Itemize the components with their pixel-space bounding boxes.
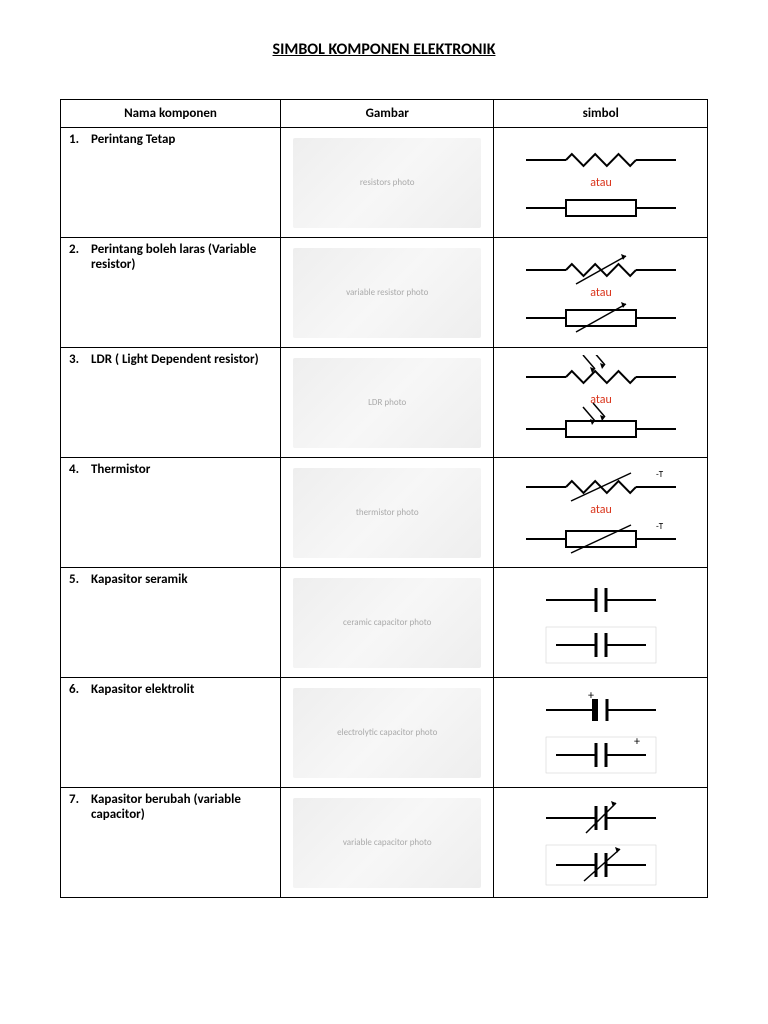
component-photo: electrolytic capacitor photo bbox=[293, 688, 481, 778]
svg-text:-T: -T bbox=[656, 469, 664, 480]
ldr-symbol: atau bbox=[516, 355, 686, 450]
component-name: Kapasitor berubah (variable capacitor) bbox=[91, 792, 272, 822]
table-row: 6. Kapasitor elektrolit electrolytic cap… bbox=[61, 678, 708, 788]
component-image-cell: thermistor photo bbox=[280, 458, 494, 568]
component-symbol-cell: atau bbox=[494, 348, 708, 458]
component-image-cell: LDR photo bbox=[280, 348, 494, 458]
component-symbol-cell: + + bbox=[494, 678, 708, 788]
component-name-cell: 7. Kapasitor berubah (variable capacitor… bbox=[61, 788, 281, 898]
capacitor-polar-symbol: + + bbox=[516, 685, 686, 780]
component-name: Thermistor bbox=[91, 462, 150, 477]
component-symbol-cell: atau bbox=[494, 128, 708, 238]
svg-text:-T: -T bbox=[656, 521, 664, 532]
header-name: Nama komponen bbox=[61, 100, 281, 128]
page-title: SIMBOL KOMPONEN ELEKTRONIK bbox=[60, 40, 708, 59]
row-number: 7. bbox=[69, 792, 85, 822]
components-table: Nama komponen Gambar simbol 1. Perintang… bbox=[60, 99, 708, 898]
component-symbol-cell bbox=[494, 568, 708, 678]
svg-text:atau: atau bbox=[590, 503, 612, 517]
component-name: LDR ( Light Dependent resistor) bbox=[91, 352, 259, 367]
component-name-cell: 4. Thermistor bbox=[61, 458, 281, 568]
component-name: Perintang Tetap bbox=[91, 132, 175, 147]
header-symbol: simbol bbox=[494, 100, 708, 128]
svg-text:atau: atau bbox=[590, 393, 612, 407]
component-name-cell: 1. Perintang Tetap bbox=[61, 128, 281, 238]
component-image-cell: variable capacitor photo bbox=[280, 788, 494, 898]
thermistor-symbol: -T atau -T bbox=[516, 465, 686, 560]
component-name: Perintang boleh laras (Variable resistor… bbox=[91, 242, 272, 272]
component-symbol-cell: -T atau -T bbox=[494, 458, 708, 568]
component-symbol-cell: atau bbox=[494, 238, 708, 348]
component-name-cell: 2. Perintang boleh laras (Variable resis… bbox=[61, 238, 281, 348]
table-row: 4. Thermistor thermistor photo -T atau -… bbox=[61, 458, 708, 568]
svg-text:atau: atau bbox=[590, 286, 612, 300]
component-photo: variable capacitor photo bbox=[293, 798, 481, 888]
row-number: 4. bbox=[69, 462, 85, 477]
capacitor-variable-symbol bbox=[516, 793, 686, 893]
resistor-variable-symbol: atau bbox=[516, 248, 686, 338]
table-row: 1. Perintang Tetap resistors photo atau bbox=[61, 128, 708, 238]
svg-text:atau: atau bbox=[590, 176, 612, 190]
table-row: 5. Kapasitor seramik ceramic capacitor p… bbox=[61, 568, 708, 678]
component-photo: ceramic capacitor photo bbox=[293, 578, 481, 668]
component-image-cell: variable resistor photo bbox=[280, 238, 494, 348]
capacitor-nonpolar-symbol bbox=[516, 575, 686, 670]
row-number: 1. bbox=[69, 132, 85, 147]
table-row: 3. LDR ( Light Dependent resistor) LDR p… bbox=[61, 348, 708, 458]
component-name-cell: 3. LDR ( Light Dependent resistor) bbox=[61, 348, 281, 458]
header-image: Gambar bbox=[280, 100, 494, 128]
component-photo: variable resistor photo bbox=[293, 248, 481, 338]
component-name: Kapasitor seramik bbox=[91, 572, 188, 587]
svg-text:+: + bbox=[634, 735, 640, 749]
component-image-cell: ceramic capacitor photo bbox=[280, 568, 494, 678]
row-number: 5. bbox=[69, 572, 85, 587]
row-number: 3. bbox=[69, 352, 85, 367]
component-image-cell: resistors photo bbox=[280, 128, 494, 238]
component-name: Kapasitor elektrolit bbox=[91, 682, 194, 697]
component-symbol-cell bbox=[494, 788, 708, 898]
svg-text:+: + bbox=[588, 689, 594, 703]
table-row: 7. Kapasitor berubah (variable capacitor… bbox=[61, 788, 708, 898]
resistor-fixed-symbol: atau bbox=[516, 138, 686, 228]
table-header-row: Nama komponen Gambar simbol bbox=[61, 100, 708, 128]
table-row: 2. Perintang boleh laras (Variable resis… bbox=[61, 238, 708, 348]
row-number: 2. bbox=[69, 242, 85, 272]
component-photo: resistors photo bbox=[293, 138, 481, 228]
component-photo: thermistor photo bbox=[293, 468, 481, 558]
component-photo: LDR photo bbox=[293, 358, 481, 448]
component-image-cell: electrolytic capacitor photo bbox=[280, 678, 494, 788]
row-number: 6. bbox=[69, 682, 85, 697]
component-name-cell: 6. Kapasitor elektrolit bbox=[61, 678, 281, 788]
component-name-cell: 5. Kapasitor seramik bbox=[61, 568, 281, 678]
